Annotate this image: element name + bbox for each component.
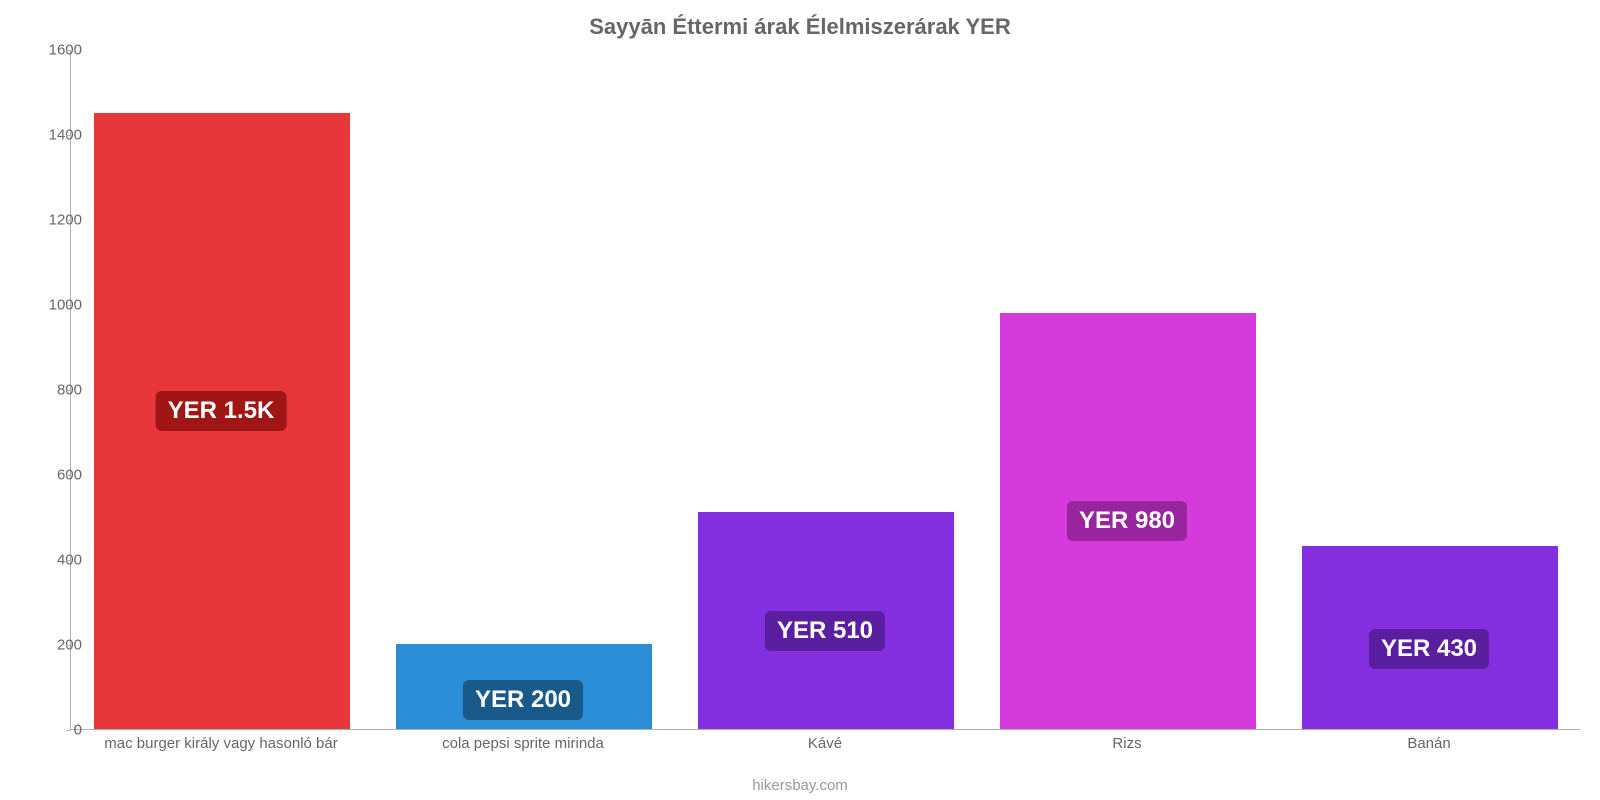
y-tick-mark (66, 560, 70, 561)
y-tick-mark (66, 645, 70, 646)
y-tick-mark (66, 390, 70, 391)
y-tick-mark (66, 220, 70, 221)
chart-title: Sayyān Éttermi árak Élelmiszerárak YER (0, 14, 1600, 40)
x-tick-label: Rizs (1112, 735, 1141, 752)
bar-value-label: YER 430 (1369, 629, 1489, 669)
y-tick-mark (66, 50, 70, 51)
x-tick-label: mac burger király vagy hasonló bár (104, 735, 337, 752)
y-tick-mark (66, 475, 70, 476)
x-tick-label: Kávé (808, 735, 842, 752)
y-tick-mark (66, 730, 70, 731)
watermark: hikersbay.com (0, 777, 1600, 794)
bar-value-label: YER 980 (1067, 501, 1187, 541)
bar-value-label: YER 510 (765, 611, 885, 651)
x-tick-label: Banán (1407, 735, 1450, 752)
y-tick-mark (66, 135, 70, 136)
bar-value-label: YER 200 (463, 680, 583, 720)
y-tick-label: 0 (74, 722, 82, 739)
bar-value-label: YER 1.5K (156, 391, 287, 431)
bar-chart: Sayyān Éttermi árak Élelmiszerárak YER h… (0, 0, 1600, 800)
x-tick-label: cola pepsi sprite mirinda (442, 735, 604, 752)
y-tick-mark (66, 305, 70, 306)
